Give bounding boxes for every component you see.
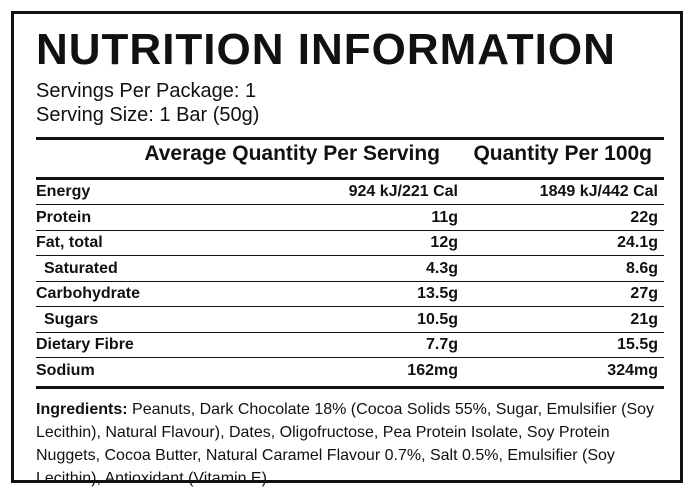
table-row: Fat, total 12g 24.1g	[36, 231, 664, 256]
table-row: Carbohydrate 13.5g 27g	[36, 282, 664, 307]
per-serving-value: 162mg	[407, 361, 458, 379]
column-header-per-100g: Quantity Per 100g	[473, 142, 652, 165]
nutrition-panel: NUTRITION INFORMATION Servings Per Packa…	[11, 11, 683, 487]
row-divider	[36, 255, 664, 256]
per-100g-value: 24.1g	[617, 234, 658, 251]
panel-title: NUTRITION INFORMATION	[36, 25, 616, 74]
table-row: Dietary Fibre 7.7g 15.5g	[36, 333, 664, 358]
nutrient-name: Sodium	[36, 361, 95, 379]
per-100g-value: 22g	[630, 208, 658, 226]
table-row: Energy 924 kJ/221 Cal 1849 kJ/442 Cal	[36, 180, 664, 205]
per-100g-value: 27g	[630, 285, 658, 302]
row-divider	[36, 280, 664, 282]
serving-size: Serving Size: 1 Bar (50g)	[36, 104, 260, 126]
table-row: Protein 11g 22g	[36, 206, 664, 231]
row-divider	[36, 331, 664, 333]
row-divider	[36, 204, 664, 205]
ingredients-text: Peanuts, Dark Chocolate 18% (Cocoa Solid…	[36, 401, 655, 487]
nutrient-name: Saturated	[44, 259, 118, 277]
nutrient-name: Energy	[36, 183, 91, 200]
row-divider	[36, 229, 664, 231]
nutrient-name: Fat, total	[36, 234, 103, 251]
per-serving-value: 11g	[431, 208, 458, 226]
per-serving-value: 4.3g	[425, 259, 458, 277]
header-bottom-rule	[36, 177, 664, 180]
per-serving-value: 924 kJ/221 Cal	[348, 183, 458, 200]
per-serving-value: 13.5g	[417, 285, 458, 302]
per-100g-value: 21g	[630, 310, 658, 328]
servings-per-package: Servings Per Package: 1	[36, 80, 257, 102]
nutrient-name: Dietary Fibre	[36, 336, 134, 353]
nutrient-name: Sugars	[44, 310, 99, 328]
nutrient-name: Protein	[36, 208, 92, 226]
table-bottom-rule	[36, 386, 664, 389]
table-row: Sodium 162mg 324mg	[36, 359, 664, 384]
row-divider	[36, 306, 664, 307]
per-100g-value: 15.5g	[617, 336, 658, 353]
ingredients-label: Ingredients:	[36, 401, 128, 418]
header-top-rule	[36, 137, 664, 140]
column-header-per-serving: Average Quantity Per Serving	[144, 142, 440, 165]
per-100g-value: 324mg	[607, 361, 658, 379]
table-row: Saturated 4.3g 8.6g	[36, 257, 664, 282]
table-row: Sugars 10.5g 21g	[36, 308, 664, 333]
per-100g-value: 1849 kJ/442 Cal	[539, 183, 658, 200]
per-serving-value: 12g	[430, 234, 458, 251]
ingredients: Ingredients: Peanuts, Dark Chocolate 18%…	[36, 398, 666, 490]
nutrient-name: Carbohydrate	[36, 285, 141, 302]
per-serving-value: 7.7g	[425, 336, 458, 353]
row-divider	[36, 357, 664, 358]
per-100g-value: 8.6g	[625, 259, 658, 277]
per-serving-value: 10.5g	[417, 310, 458, 328]
